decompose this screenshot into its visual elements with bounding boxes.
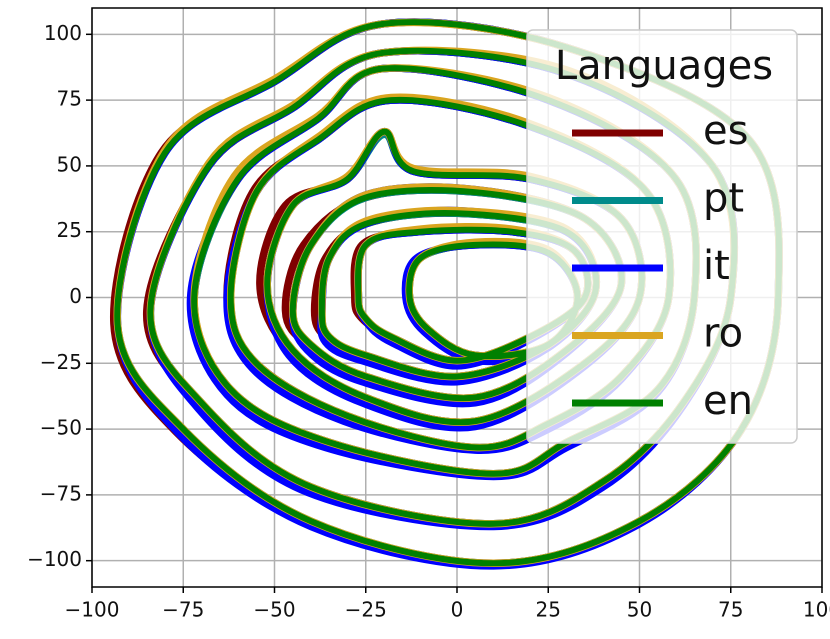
legend-title: Languages <box>555 43 773 89</box>
y-tick-label: −50 <box>40 416 82 440</box>
y-tick-label: −25 <box>40 350 82 374</box>
x-tick-label: 100 <box>803 598 830 622</box>
legend: Languages es pt it ro en <box>526 29 798 444</box>
x-tick-label: 0 <box>451 598 464 622</box>
y-tick-label: 100 <box>44 21 82 45</box>
y-tick-label: 0 <box>69 284 82 308</box>
y-tick-label: −100 <box>27 547 82 571</box>
legend-box <box>526 29 798 444</box>
plot-frame <box>91 7 823 588</box>
x-tick-label: −100 <box>65 598 120 622</box>
y-tick-label: 75 <box>57 87 82 111</box>
axes: −100 −75 −50 −25 0 25 50 75 100 −100 −75 −50 −25 0 25 5… <box>27 7 830 622</box>
y-tick-label: 25 <box>57 218 82 242</box>
legend-label: it <box>703 243 730 289</box>
legend-label: es <box>703 108 748 154</box>
x-tick-label: −75 <box>162 598 204 622</box>
legend-label: pt <box>703 176 744 222</box>
y-tick-label: 50 <box>57 152 82 176</box>
x-tick-label: 50 <box>627 598 652 622</box>
legend-label: en <box>703 378 753 424</box>
legend-label: ro <box>703 311 743 357</box>
x-tick-label: −50 <box>253 598 295 622</box>
x-tick-label: 25 <box>536 598 561 622</box>
y-tick-label: −75 <box>40 481 82 505</box>
x-tick-label: 75 <box>718 598 743 622</box>
x-tick-label: −25 <box>345 598 387 622</box>
